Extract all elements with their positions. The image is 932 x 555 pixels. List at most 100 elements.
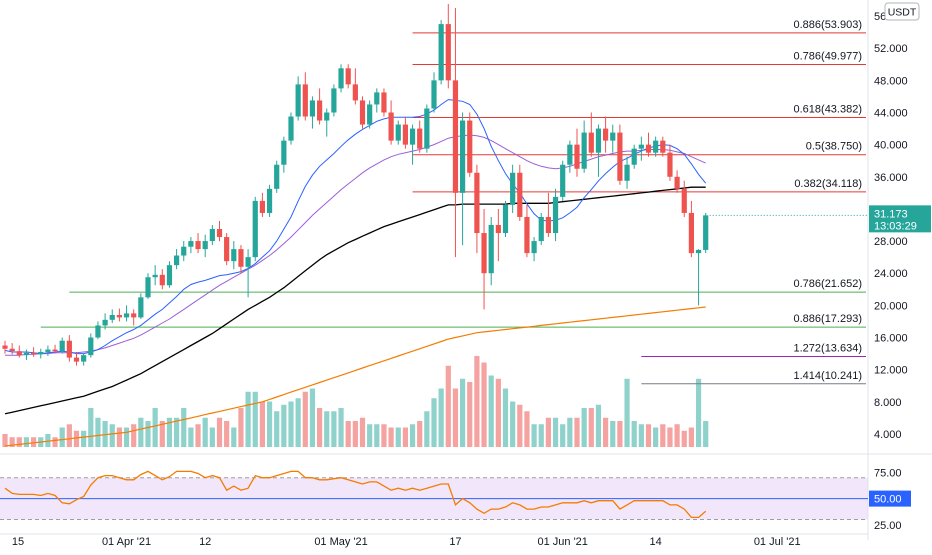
volume-bar — [352, 421, 358, 447]
volume-bar — [452, 388, 459, 447]
volume-bar — [688, 427, 694, 447]
candle-body — [695, 249, 702, 254]
volume-bar — [195, 424, 201, 447]
candle-body — [531, 241, 537, 254]
volume-bar — [624, 378, 630, 447]
volume-bar — [295, 398, 301, 447]
volume-bar — [681, 430, 687, 447]
volume-bar — [123, 427, 130, 447]
volume-bar — [595, 404, 602, 447]
candle-body — [195, 241, 201, 250]
candle-body — [66, 340, 72, 358]
candle-body — [309, 100, 316, 117]
candle-body — [488, 225, 494, 274]
volume-bar — [202, 417, 208, 447]
price-tick-label: 44.000 — [874, 108, 908, 120]
price-tag-value: 31.173 — [874, 208, 908, 220]
candle-body — [252, 200, 258, 258]
fib-levels: 0.886(53.903) 0.786(49.977) 0.618(43.382) 0… — [40, 19, 866, 385]
volume-bar — [645, 424, 652, 447]
candle-body — [123, 313, 130, 318]
price-tick-label: 36.000 — [874, 172, 908, 184]
volume-bar — [138, 417, 144, 447]
volume-bar — [460, 378, 466, 447]
volume-bar — [216, 417, 223, 447]
volume-bar — [188, 427, 194, 447]
volume-bar — [59, 427, 65, 447]
volume-bar — [274, 411, 280, 447]
candle-body — [610, 132, 616, 141]
volume-bar — [703, 421, 709, 447]
price-tick-label: 28.000 — [874, 236, 908, 248]
candle-body — [317, 100, 323, 121]
candle-body — [23, 352, 30, 356]
volume-bar — [603, 417, 609, 447]
time-tick-label: 01 Jun '21 — [537, 536, 587, 548]
volume-bar — [331, 411, 337, 447]
candle-body — [452, 80, 459, 193]
volume-bar — [2, 434, 8, 447]
candle-body — [202, 241, 208, 250]
candle-body — [88, 337, 94, 356]
volume-bar — [567, 417, 573, 447]
volume-bar — [238, 408, 244, 447]
volume-bar — [488, 375, 494, 447]
candle-body — [352, 84, 358, 101]
candle-body — [417, 128, 423, 149]
candle-body — [188, 241, 194, 247]
volume-bar — [252, 391, 258, 447]
candle-body — [281, 140, 287, 165]
volume-bar — [159, 421, 165, 447]
candle-body — [595, 128, 602, 153]
candle-body — [295, 84, 301, 117]
candle-body — [660, 140, 666, 153]
volume-bar — [552, 417, 559, 447]
rsi-line — [4, 470, 707, 519]
volume-bar — [581, 408, 587, 447]
time-tick-label: 01 Apr '21 — [102, 536, 151, 548]
candle-body — [409, 128, 416, 145]
price-tick-label: 16.000 — [874, 333, 908, 345]
candle-body — [438, 24, 444, 81]
candle-body — [245, 257, 251, 267]
volume-bar — [667, 427, 673, 447]
fib-level-label: 0.886(17.293) — [794, 313, 863, 325]
rsi-tick-label: 25.00 — [874, 520, 902, 532]
volume-bar — [695, 378, 702, 447]
candle-body — [538, 216, 544, 242]
candle-body — [266, 188, 273, 213]
ma-orange-line — [4, 306, 706, 447]
volume-bar — [288, 401, 294, 447]
candle-body — [102, 319, 108, 326]
candle-body — [588, 132, 594, 153]
candle-body — [445, 24, 451, 81]
candle-body — [574, 144, 580, 169]
volume-bar — [574, 417, 580, 447]
volume-bar — [181, 408, 187, 447]
fib-level-label: 1.272(13.634) — [794, 343, 863, 355]
time-tick-label: 01 Jul '21 — [754, 536, 801, 548]
candle-body — [581, 132, 587, 169]
time-tick-label: 15 — [12, 536, 24, 548]
candle-body — [402, 124, 408, 145]
volume-bar — [88, 408, 94, 447]
candle-body — [16, 351, 22, 356]
volume-bar — [502, 388, 509, 447]
candle-body — [81, 355, 87, 362]
volume-bar — [610, 421, 616, 447]
volume-bar — [52, 437, 58, 447]
rsi-tag-box — [869, 490, 911, 507]
volume-bar — [152, 408, 158, 447]
volume-bar — [309, 388, 316, 447]
candle-body — [474, 172, 480, 234]
volume-bar — [102, 421, 108, 447]
price-tick-label: 20.000 — [874, 300, 908, 312]
volume-bar — [145, 421, 151, 447]
volume-bar — [116, 427, 122, 447]
volume-bar — [166, 417, 173, 447]
volume-bar — [16, 437, 22, 447]
volume-bar — [467, 382, 473, 447]
candle-body — [209, 229, 215, 242]
volume-bar — [209, 427, 215, 447]
